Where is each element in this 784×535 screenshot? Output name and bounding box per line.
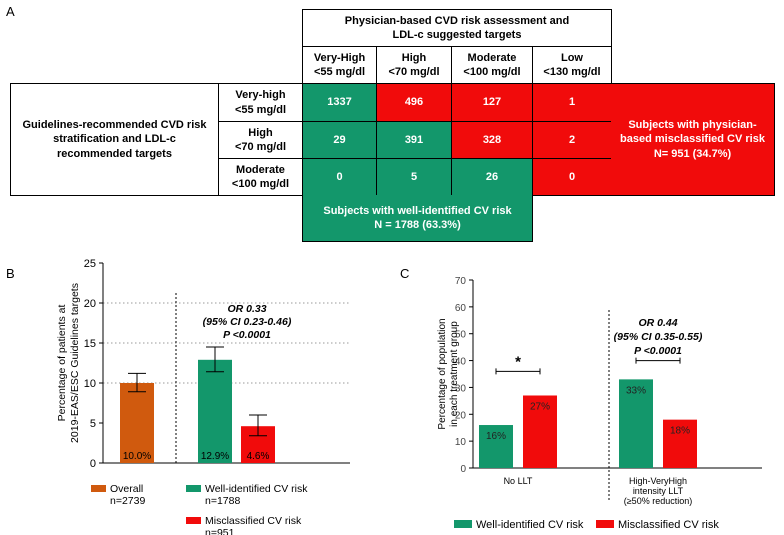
bar: [120, 383, 154, 463]
bar-value-label: 33%: [626, 385, 646, 396]
matrix-cell: 496: [376, 83, 452, 122]
x-category-label: High-VeryHigh intensity LLT (≥50% reductio…: [624, 476, 692, 506]
bar-value-label: 10.0%: [123, 451, 151, 462]
matrix-cell: 1337: [302, 83, 377, 122]
bar-value-label: 12.9%: [201, 451, 229, 462]
matrix-cell: 0: [532, 158, 612, 196]
legend-swatch: [454, 520, 472, 528]
row-header-very-high: Very-high <55 mg/dl: [218, 83, 303, 122]
matrix-cell: 5: [376, 158, 452, 196]
significance-star: *: [515, 353, 521, 370]
row-group-label: Guidelines-recommended CVD risk stratifi…: [10, 83, 219, 196]
stat-annotation-line: (95% CI 0.35-0.55): [614, 331, 703, 343]
matrix-cell: 391: [376, 121, 452, 159]
legend-label: Misclassified CV risk: [618, 519, 719, 531]
y-tick-label: 0: [90, 458, 96, 470]
panel-c-letter: C: [400, 266, 410, 281]
stat-annotation-line: OR 0.44: [638, 317, 677, 329]
chart-c: 0 10 20 30 40 50 60 70 Percentage of populationi…: [437, 276, 762, 531]
bar: [523, 395, 557, 468]
legend-label: Well-identified CV risk: [205, 483, 308, 495]
well-identified-summary-box: Subjects with well-identified CV risk N …: [302, 195, 533, 242]
legend-sublabel: n=1788: [205, 495, 240, 507]
matrix-cell: 2: [532, 121, 612, 159]
y-axis-label: Percentage of populationin each treatmen…: [437, 318, 460, 429]
matrix-cell: 1: [532, 83, 612, 122]
matrix-top-header: Physician-based CVD risk assessment and …: [302, 9, 612, 47]
y-tick-label: 50: [455, 330, 467, 341]
bar-value-label: 16%: [486, 431, 506, 442]
chart-b: 0 5 10 15 20 25 Percentage of patients at2019-…: [56, 258, 350, 535]
bar: [479, 425, 513, 468]
legend-label: Overall: [110, 483, 143, 495]
matrix-cell: 127: [451, 83, 533, 122]
col-header-very-high: Very-High <55 mg/dl: [302, 46, 377, 84]
x-category-label: No LLT: [504, 476, 533, 486]
stat-annotation-line: P <0.0001: [634, 345, 682, 357]
matrix-cell: 328: [451, 121, 533, 159]
y-tick-label: 5: [90, 418, 96, 430]
col-header-moderate: Moderate <100 mg/dl: [451, 46, 533, 84]
y-tick-label: 20: [455, 410, 467, 421]
stat-annotation-line: OR 0.33: [227, 303, 266, 315]
row-header-moderate: Moderate <100 mg/dl: [218, 158, 303, 196]
y-tick-label: 10: [84, 378, 96, 390]
y-tick-label: 40: [455, 357, 467, 368]
legend-swatch: [91, 485, 106, 492]
y-axis-label: Percentage of patients at2019-EAS/ESC Gu…: [56, 283, 81, 443]
bar: [663, 419, 697, 468]
bar-value-label: 18%: [670, 426, 690, 437]
y-tick-label: 60: [455, 303, 467, 314]
legend-swatch: [596, 520, 614, 528]
legend-swatch: [186, 517, 201, 524]
legend-label: Misclassified CV risk: [205, 515, 302, 527]
y-tick-label: 25: [84, 258, 96, 270]
y-tick-label: 70: [455, 276, 467, 287]
bar: [619, 379, 653, 468]
panel-b-letter: B: [6, 266, 15, 281]
row-header-high: High <70 mg/dl: [218, 121, 303, 159]
bar-value-label: 27%: [530, 401, 550, 412]
y-tick-label: 0: [460, 464, 466, 475]
matrix-cell: 29: [302, 121, 377, 159]
col-header-high: High <70 mg/dl: [376, 46, 452, 84]
stat-annotation-line: P <0.0001: [223, 329, 271, 341]
legend-label: Well-identified CV risk: [476, 519, 584, 531]
bar-value-label: 4.6%: [247, 451, 270, 462]
panel-a-letter: A: [6, 4, 15, 19]
y-tick-label: 20: [84, 298, 96, 310]
misclassified-summary-box: Subjects with physician- based misclassi…: [611, 83, 775, 196]
stat-annotation-line: (95% CI 0.23-0.46): [203, 316, 292, 328]
matrix-cell: 26: [451, 158, 533, 196]
legend-swatch: [186, 485, 201, 492]
legend-sublabel: n=951: [205, 527, 235, 535]
col-header-low: Low <130 mg/dl: [532, 46, 612, 84]
y-tick-label: 10: [455, 437, 467, 448]
matrix-cell: 0: [302, 158, 377, 196]
y-tick-label: 30: [455, 383, 467, 394]
legend-sublabel: n=2739: [110, 495, 145, 507]
y-tick-label: 15: [84, 338, 96, 350]
bar: [198, 359, 232, 463]
